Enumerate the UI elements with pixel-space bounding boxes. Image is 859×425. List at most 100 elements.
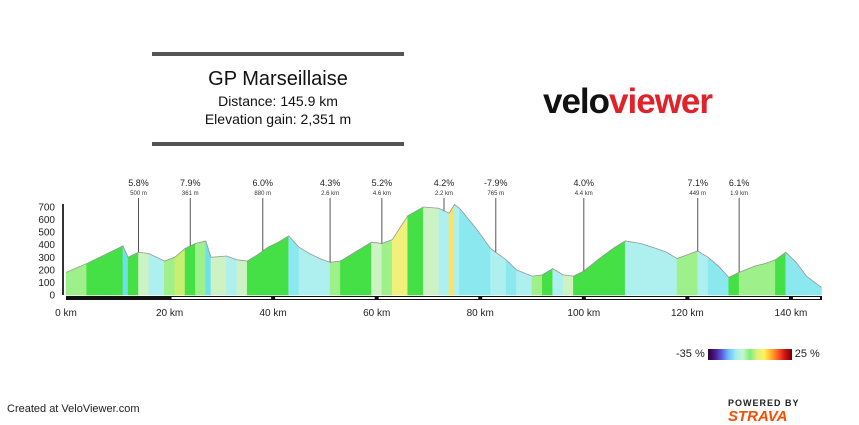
profile-segment xyxy=(573,270,585,296)
profile-segment xyxy=(738,265,755,296)
legend-min-label: -35 % xyxy=(676,348,705,360)
profile-segment xyxy=(257,246,269,296)
profile-segment xyxy=(107,245,124,296)
climb-length-label: 449 m xyxy=(689,191,706,197)
legend-max-label: 25 % xyxy=(794,348,820,360)
veloviewer-logo: veloviewer xyxy=(543,82,713,122)
gradient-color-bar xyxy=(707,348,792,360)
profile-segment xyxy=(459,207,476,296)
powered-by-label: POWERED BY xyxy=(728,398,800,408)
x-axis-band-segment xyxy=(171,297,272,299)
profile-segment xyxy=(666,251,678,296)
profile-segment xyxy=(422,206,440,296)
profile-segment xyxy=(599,246,616,296)
climb-length-label: 4.4 km xyxy=(575,191,593,197)
climb-grade-label: 4.0% xyxy=(574,178,595,188)
profile-segment xyxy=(754,263,766,296)
climb-grade-label: 5.2% xyxy=(372,178,393,188)
route-elevation-gain: Elevation gain: 2,351 m xyxy=(204,111,352,127)
climb-grade-label: 4.3% xyxy=(320,178,341,188)
profile-segment xyxy=(640,243,657,296)
created-at-label: Created at VeloViewer.com xyxy=(7,403,140,415)
profile-segment xyxy=(319,258,331,296)
y-tick-label: 400 xyxy=(38,240,55,251)
climb-grade-label: 4.2% xyxy=(434,178,455,188)
strava-logo: STRAVA xyxy=(728,408,788,425)
logo-velo: velo xyxy=(543,82,610,121)
x-axis-band-segment xyxy=(689,297,789,299)
x-tick-label: 120 km xyxy=(671,308,704,319)
climb-length-label: 4.6 km xyxy=(373,191,391,197)
profile-segment xyxy=(624,240,642,296)
route-title-box: GP Marseillaise Distance: 145.9 km Eleva… xyxy=(152,52,404,146)
climb-grade-label: -7.9% xyxy=(484,178,508,188)
profile-segment xyxy=(309,253,321,296)
x-tick-label: 80 km xyxy=(467,308,494,319)
x-tick-label: 140 km xyxy=(775,308,808,319)
climb-length-label: 500 m xyxy=(130,191,147,197)
profile-segment xyxy=(138,251,150,296)
route-distance: Distance: 145.9 km xyxy=(218,93,338,109)
profile-segment xyxy=(542,268,554,296)
profile-segment xyxy=(687,250,699,296)
climb-grade-label: 6.0% xyxy=(253,178,274,188)
profile-segment xyxy=(531,274,543,296)
x-tick-label: 100 km xyxy=(567,308,600,319)
profile-segment xyxy=(785,251,797,296)
profile-segment xyxy=(562,274,574,296)
profile-segment xyxy=(329,260,341,296)
profile-segment xyxy=(614,240,626,296)
x-axis-band-segment xyxy=(275,297,375,299)
profile-segment xyxy=(210,255,227,296)
profile-segment xyxy=(246,254,258,296)
profile-segment xyxy=(407,206,424,296)
powered-by-strava: POWERED BY STRAVA xyxy=(728,398,859,425)
climb-grade-label: 7.1% xyxy=(687,178,708,188)
y-tick-label: 200 xyxy=(38,265,55,276)
x-axis-band-segment xyxy=(378,297,479,299)
climb-length-label: 1.9 km xyxy=(730,191,748,197)
profile-segment xyxy=(438,207,450,296)
profile-segment xyxy=(226,255,238,296)
profile-segment xyxy=(184,242,196,296)
climb-grade-label: 6.1% xyxy=(729,178,750,188)
climb-length-label: 2.6 km xyxy=(321,191,339,197)
profile-segment xyxy=(697,250,709,296)
profile-segment xyxy=(298,246,310,296)
profile-segment xyxy=(795,261,807,296)
profile-segment xyxy=(148,253,160,296)
gradient-legend: -35 % 25 % xyxy=(676,348,820,360)
x-axis-band-segment xyxy=(585,297,686,299)
profile-segment xyxy=(371,241,383,296)
climb-length-label: 880 m xyxy=(254,191,271,197)
y-tick-label: 100 xyxy=(38,278,55,289)
profile-segment xyxy=(158,258,165,296)
profile-segment xyxy=(718,265,730,296)
profile-segment xyxy=(516,269,533,296)
y-tick-label: 600 xyxy=(38,215,55,226)
profile-segment xyxy=(656,248,667,296)
profile-segment xyxy=(267,241,279,296)
x-axis-band-segment xyxy=(482,297,582,299)
profile-segment xyxy=(236,259,248,296)
climb-length-label: 765 m xyxy=(487,191,504,197)
profile-segment xyxy=(583,257,600,296)
climb-grade-label: 7.9% xyxy=(180,178,201,188)
x-tick-label: 0 km xyxy=(55,308,77,319)
x-axis-band-segment xyxy=(792,297,820,299)
climb-length-label: 361 m xyxy=(182,191,199,197)
profile-segment xyxy=(127,251,139,296)
profile-segment xyxy=(288,235,300,296)
profile-segment xyxy=(707,256,719,296)
profile-segment xyxy=(381,239,393,296)
profile-segment xyxy=(764,259,776,296)
y-tick-label: 700 xyxy=(38,203,55,214)
profile-segment xyxy=(490,247,507,296)
profile-segment xyxy=(195,240,207,296)
y-tick-label: 300 xyxy=(38,253,55,264)
profile-segment xyxy=(360,241,372,296)
profile-segment xyxy=(350,247,362,296)
route-name: GP Marseillaise xyxy=(208,68,348,90)
logo-viewer: viewer xyxy=(609,82,713,121)
